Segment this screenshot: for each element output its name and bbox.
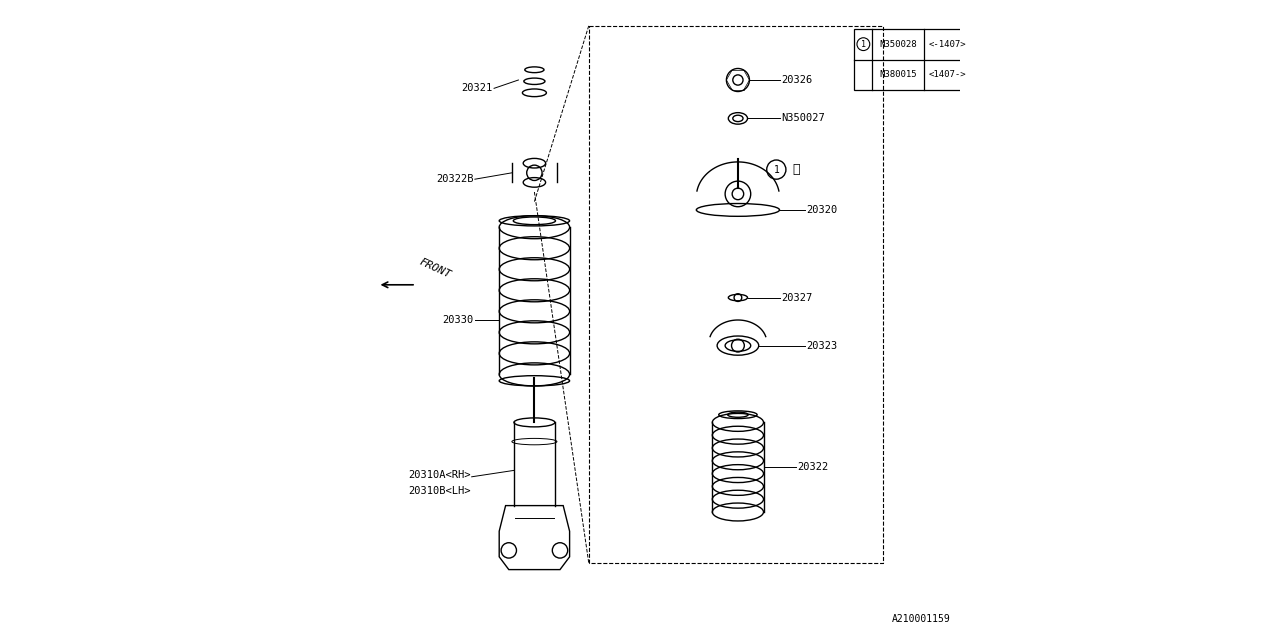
Text: <1407->: <1407-> [929,70,966,79]
Text: 20310A<RH>: 20310A<RH> [408,470,471,481]
Text: N350028: N350028 [879,40,916,49]
Text: 20326: 20326 [781,75,812,85]
Text: 20322B: 20322B [436,174,474,184]
Text: FRONT: FRONT [417,257,452,280]
Text: <-1407>: <-1407> [929,40,966,49]
Text: N350027: N350027 [781,113,824,124]
Text: 20330: 20330 [443,315,474,325]
Text: 20322: 20322 [796,462,828,472]
Bar [855,29,972,90]
Text: 20310B<LH>: 20310B<LH> [408,486,471,497]
Text: A210001159: A210001159 [892,614,950,624]
Text: N380015: N380015 [879,70,916,79]
Text: 20321: 20321 [462,83,493,93]
Text: 1: 1 [861,40,865,49]
Text: ①: ① [792,163,800,176]
Text: 20323: 20323 [806,340,837,351]
Text: 1: 1 [773,164,780,175]
Text: 20327: 20327 [781,292,812,303]
Text: 20320: 20320 [806,205,837,215]
